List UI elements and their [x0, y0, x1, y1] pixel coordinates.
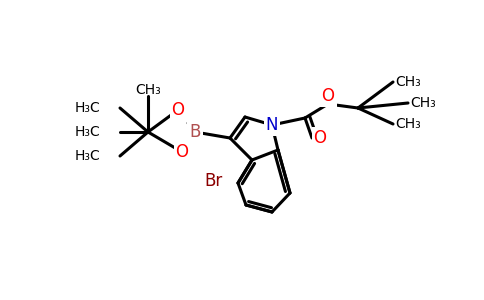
- Text: H₃C: H₃C: [74, 149, 100, 163]
- Text: O: O: [321, 87, 334, 105]
- Text: CH₃: CH₃: [395, 75, 421, 89]
- Text: O: O: [314, 129, 327, 147]
- Text: CH₃: CH₃: [395, 117, 421, 131]
- Text: Br: Br: [205, 172, 223, 190]
- Text: CH₃: CH₃: [410, 96, 436, 110]
- Text: CH₃: CH₃: [135, 83, 161, 97]
- Text: B: B: [189, 123, 201, 141]
- Text: O: O: [176, 143, 188, 161]
- Text: H₃C: H₃C: [74, 101, 100, 115]
- Text: N: N: [266, 116, 278, 134]
- Text: H₃C: H₃C: [74, 125, 100, 139]
- Text: O: O: [171, 101, 184, 119]
